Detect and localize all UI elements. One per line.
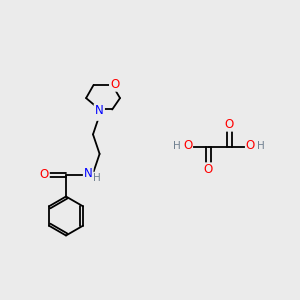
Text: O: O bbox=[40, 168, 49, 182]
Text: O: O bbox=[225, 118, 234, 131]
Text: N: N bbox=[84, 167, 93, 180]
Text: N: N bbox=[94, 104, 103, 117]
Text: N: N bbox=[95, 107, 104, 120]
Text: O: O bbox=[204, 163, 213, 176]
Text: H: H bbox=[257, 141, 265, 151]
Text: O: O bbox=[110, 78, 119, 91]
Text: O: O bbox=[183, 139, 192, 152]
Text: H: H bbox=[93, 173, 101, 183]
Text: O: O bbox=[246, 139, 255, 152]
Text: H: H bbox=[173, 141, 181, 151]
